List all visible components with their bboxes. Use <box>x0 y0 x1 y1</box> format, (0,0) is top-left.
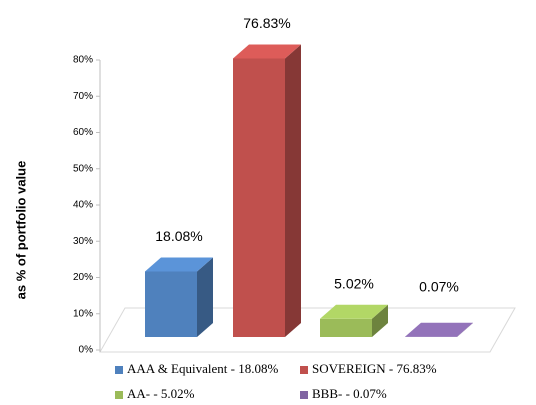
bar-side <box>197 257 213 337</box>
data-label: 18.08% <box>155 228 202 244</box>
bar-side <box>372 304 388 337</box>
legend-swatch <box>300 391 308 399</box>
data-label: 76.83% <box>243 15 290 31</box>
y-tick-label: 70% <box>73 91 93 102</box>
bar-top <box>233 44 301 59</box>
y-axis-label: as % of portfolio value <box>13 161 28 300</box>
y-tick-label: 10% <box>73 308 93 319</box>
data-label: 5.02% <box>334 276 374 292</box>
bar-top <box>405 322 473 337</box>
legend-label: AAA & Equivalent - 18.08% <box>127 361 278 376</box>
bar-top <box>320 304 388 319</box>
bar-side <box>285 44 301 338</box>
bar <box>145 271 197 337</box>
y-tick-label: 80% <box>73 55 93 66</box>
legend-label: SOVEREIGN - 76.83% <box>312 361 437 376</box>
bar <box>233 58 285 338</box>
y-tick-label: 0% <box>79 345 94 356</box>
bar <box>320 318 372 337</box>
y-tick-label: 20% <box>73 272 93 283</box>
y-tick-label: 50% <box>73 163 93 174</box>
y-tick-label: 30% <box>73 236 93 247</box>
legend-label: BBB- - 0.07% <box>312 386 387 401</box>
y-tick-label: 40% <box>73 200 93 211</box>
legend-label: AA- - 5.02% <box>127 386 195 401</box>
legend-swatch <box>300 366 308 374</box>
bar-top <box>145 257 213 272</box>
bar-side <box>457 322 473 337</box>
data-label: 0.07% <box>419 279 459 295</box>
legend-swatch <box>115 366 123 374</box>
y-tick-label: 60% <box>73 127 93 138</box>
legend-swatch <box>115 391 123 399</box>
floor <box>99 307 516 353</box>
